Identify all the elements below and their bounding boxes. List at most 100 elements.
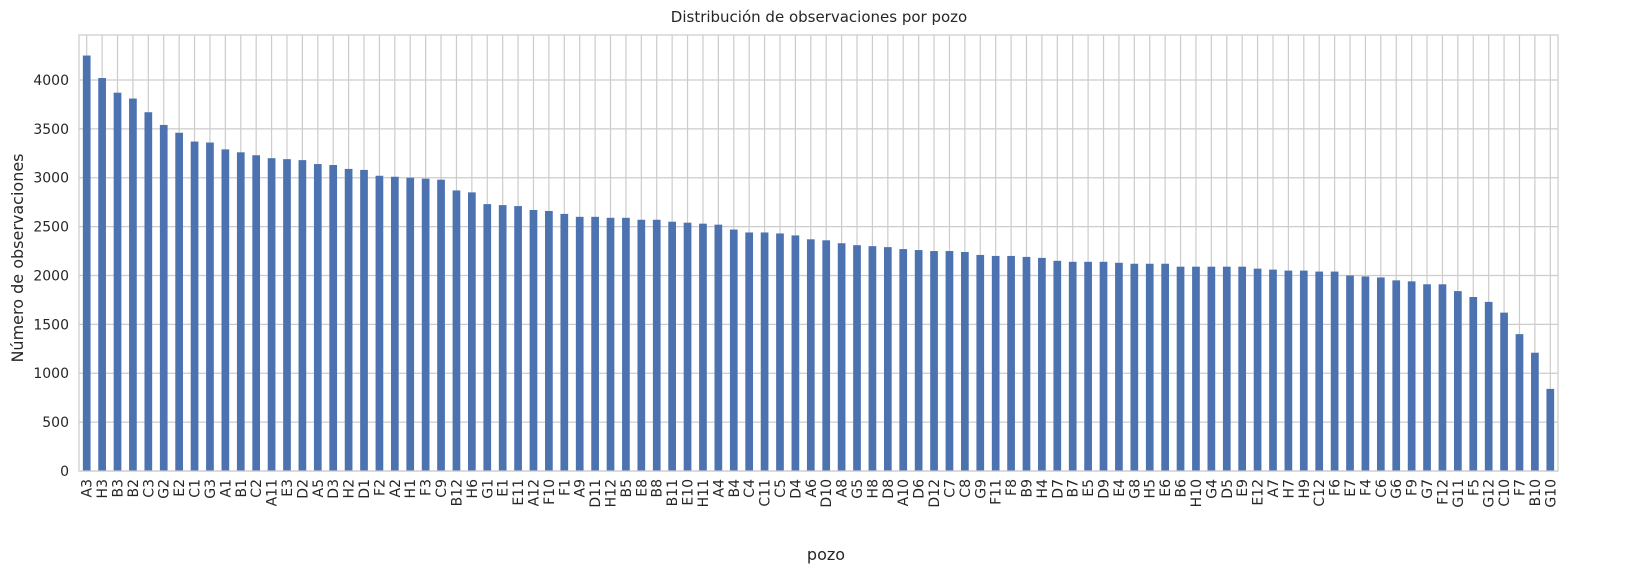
x-tick-label: D5 (1220, 479, 1236, 499)
x-tick-label: B7 (1066, 479, 1082, 498)
bar-F6 (1330, 271, 1339, 471)
bar-E11 (514, 206, 522, 471)
bar-G11 (1454, 291, 1462, 471)
x-tick-label: H9 (1297, 479, 1313, 498)
x-tick-label: E11 (511, 479, 527, 506)
x-tick-label: B3 (111, 479, 127, 498)
y-tick-label: 1000 (33, 366, 69, 382)
bar-D1 (360, 169, 368, 471)
bar-E6 (1161, 263, 1169, 471)
x-tick-label: D6 (912, 479, 928, 499)
x-tick-label: B6 (1174, 479, 1190, 498)
x-tick-label: A10 (896, 479, 912, 506)
x-tick-label: A1 (218, 479, 234, 497)
bar-H7 (1284, 270, 1293, 471)
bar-E1 (498, 205, 507, 472)
x-tick-label: B12 (449, 479, 465, 506)
x-tick-label: H7 (1281, 479, 1297, 498)
bar-H4 (1038, 257, 1046, 471)
bar-A3 (82, 55, 91, 472)
x-tick-label: F11 (989, 479, 1005, 505)
bar-E9 (1238, 266, 1247, 471)
x-tick-label: F12 (1435, 479, 1451, 505)
x-tick-label: E6 (1158, 479, 1174, 497)
x-tick-label: F10 (542, 479, 558, 505)
bar-F5 (1469, 296, 1478, 471)
bar-G4 (1207, 266, 1216, 471)
bar-G7 (1423, 284, 1431, 471)
y-tick-label: 1500 (33, 317, 69, 333)
x-tick-label: G8 (1127, 479, 1143, 499)
x-tick-label: E12 (1251, 479, 1267, 506)
x-tick-label: G10 (1543, 479, 1559, 508)
x-tick-label: G9 (973, 479, 989, 499)
x-tick-label: G3 (203, 479, 219, 499)
bar-F7 (1515, 334, 1524, 471)
x-tick-label: G5 (850, 479, 866, 499)
bar-A9 (575, 216, 584, 471)
x-tick-label: E1 (496, 479, 512, 497)
bar-A6 (806, 239, 815, 471)
x-tick-label: D12 (927, 479, 943, 508)
bar-H3 (98, 78, 106, 471)
x-tick-label: B11 (665, 479, 681, 506)
bar-A12 (529, 209, 538, 471)
x-tick-label: H2 (342, 479, 358, 498)
bar-B5 (622, 217, 630, 471)
x-tick-label: C2 (249, 479, 265, 498)
bar-H5 (1145, 263, 1154, 471)
bar-D7 (1053, 260, 1062, 471)
x-tick-label: D3 (326, 479, 342, 499)
x-tick-label: B10 (1528, 479, 1544, 506)
x-tick-label: A12 (526, 479, 542, 506)
bar-layer (82, 55, 1555, 472)
x-tick-label: H6 (465, 479, 481, 499)
x-tick-label: A6 (804, 479, 820, 498)
x-tick-label: F7 (1512, 479, 1528, 496)
bar-A1 (221, 149, 230, 471)
x-tick-label: C11 (758, 479, 774, 507)
x-tick-label: A5 (311, 479, 327, 497)
bar-D12 (930, 251, 938, 471)
x-tick-label: B4 (727, 479, 743, 498)
bar-F8 (1007, 255, 1015, 471)
x-tick-label: C9 (434, 479, 450, 498)
plot-frame (78, 34, 1559, 472)
x-tick-label: E7 (1343, 479, 1359, 497)
bar-E2 (175, 132, 183, 471)
x-tick-label: C10 (1497, 479, 1513, 507)
y-tick-label: 3000 (33, 171, 69, 187)
x-tick-label: C8 (958, 479, 974, 498)
bar-B1 (236, 152, 245, 471)
x-tick-label: B2 (126, 479, 142, 498)
bar-E7 (1346, 275, 1354, 471)
bar-G3 (206, 142, 214, 471)
x-tick-label: E4 (1112, 479, 1128, 497)
x-tick-label: C5 (773, 479, 789, 498)
bar-E4 (1115, 262, 1123, 471)
bar-B2 (129, 98, 137, 471)
bar-E8 (637, 219, 646, 471)
x-tick-label: E3 (280, 479, 296, 497)
x-tick-label: B1 (234, 479, 250, 498)
bar-F11 (991, 255, 1000, 471)
x-tick-label: D11 (588, 479, 604, 508)
x-tick-label: F6 (1328, 479, 1344, 496)
x-tick-label: D8 (881, 479, 897, 499)
bar-C8 (961, 252, 969, 471)
bar-A2 (390, 176, 399, 471)
x-tick-label: B8 (650, 479, 666, 498)
bar-B11 (668, 221, 676, 471)
bar-A5 (313, 164, 322, 472)
y-tick-label: 4000 (33, 73, 69, 89)
x-tick-label: E8 (634, 479, 650, 497)
x-tick-label: B9 (1019, 479, 1035, 498)
x-tick-label: D7 (1050, 479, 1066, 499)
bar-B10 (1531, 352, 1539, 471)
y-tick-label: 2500 (33, 220, 69, 236)
bar-B4 (729, 229, 738, 471)
x-tick-label: F9 (1405, 479, 1421, 496)
x-tick-label: H1 (403, 479, 419, 498)
x-tick-label: C1 (188, 479, 204, 498)
bar-C9 (437, 179, 445, 471)
